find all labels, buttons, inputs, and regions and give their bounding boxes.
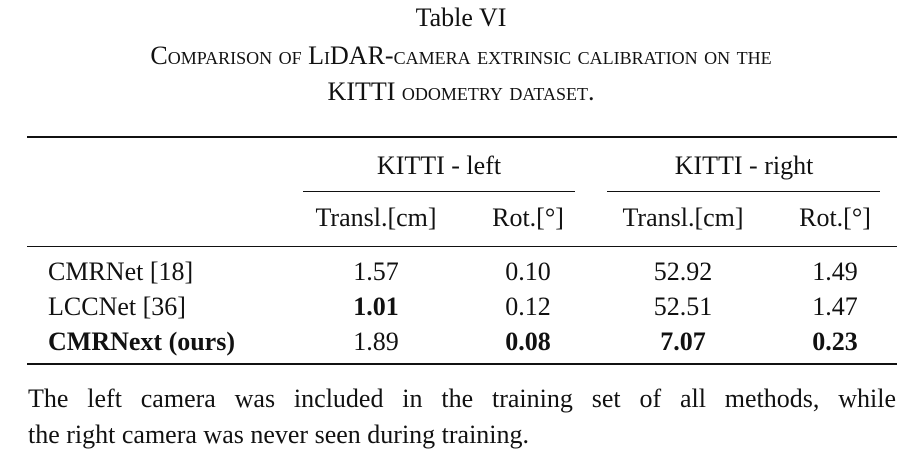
- caption-line: Comparison of LiDAR-camera extrinsic cal…: [150, 41, 772, 70]
- bottom-rule: [27, 363, 897, 365]
- mid-rule: [27, 246, 897, 247]
- cell: 1.89: [353, 327, 399, 356]
- cell: 52.92: [653, 257, 713, 286]
- cell: 0.12: [505, 292, 551, 321]
- group-header: KITTI - right: [674, 151, 814, 180]
- cell: 1.47: [812, 292, 858, 321]
- group-header: KITTI - left: [376, 151, 502, 180]
- cell: 1.01: [353, 292, 399, 321]
- cell: 1.57: [353, 257, 399, 286]
- cell: 52.51: [653, 292, 713, 321]
- caption-line: KITTI odometry dataset.: [327, 77, 595, 106]
- cell: 0.10: [505, 257, 551, 286]
- row-label: CMRNet [18]: [48, 257, 194, 286]
- note-line: The left camera was included in the trai…: [28, 384, 896, 413]
- column-header: Rot.[°]: [492, 203, 564, 232]
- note-line: the right camera was never seen during t…: [28, 420, 530, 449]
- cell: 7.07: [660, 327, 706, 356]
- cell: 0.23: [812, 327, 858, 356]
- column-header: Transl.[cm]: [315, 203, 437, 232]
- top-rule: [27, 136, 897, 138]
- column-header: Transl.[cm]: [622, 203, 744, 232]
- row-label: CMRNext (ours): [48, 327, 236, 356]
- row-label: LCCNet [36]: [48, 292, 186, 321]
- group-rule: [303, 191, 575, 192]
- table-label: Table VI: [415, 3, 507, 32]
- group-rule: [607, 191, 880, 192]
- cell: 1.49: [812, 257, 858, 286]
- column-header: Rot.[°]: [799, 203, 871, 232]
- cell: 0.08: [505, 327, 551, 356]
